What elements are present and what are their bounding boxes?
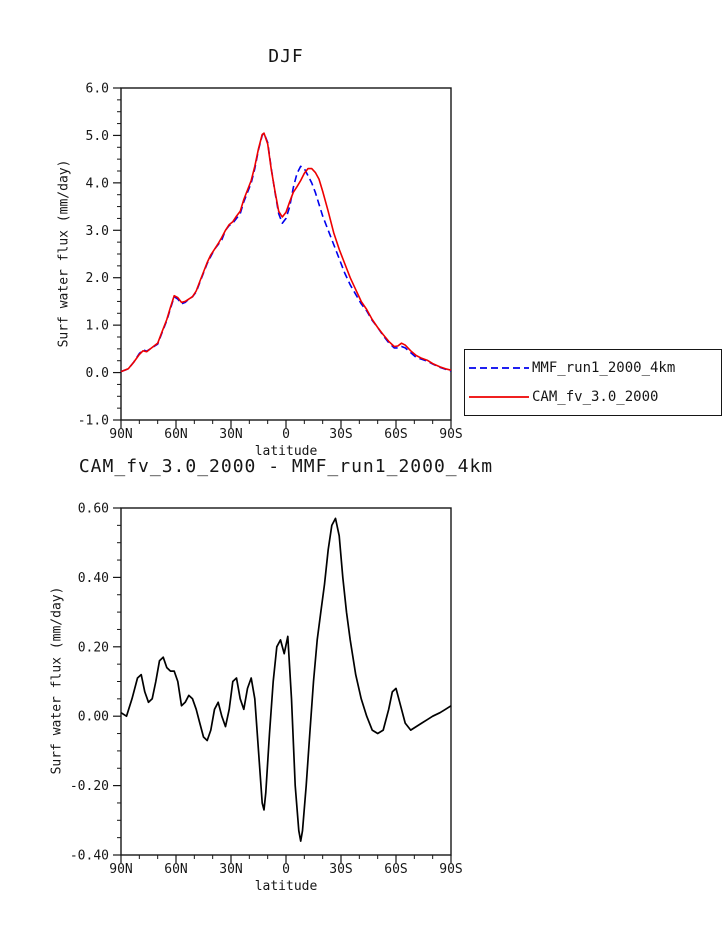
y-tick-label: 0.00 (78, 710, 109, 725)
top-x-axis-label: latitude (254, 444, 318, 459)
legend-entry-cam: CAM_fv_3.0_2000 (465, 389, 721, 405)
y-tick-label: 4.0 (86, 176, 109, 191)
x-tick-label: 90N (109, 427, 132, 442)
y-tick-label: 6.0 (86, 82, 109, 97)
y-tick-label: 0.20 (78, 640, 109, 655)
x-tick-label: 90N (109, 862, 132, 877)
legend-box: MMF_run1_2000_4km CAM_fv_3.0_2000 (464, 349, 722, 416)
x-tick-label: 0 (282, 862, 290, 877)
series-line-mmf-run1-2000-4km (120, 132, 452, 373)
x-tick-label: 60S (384, 862, 407, 877)
top-chart-title: DJF (268, 46, 304, 67)
bottom-chart-title: CAM_fv_3.0_2000 - MMF_run1_2000_4km (78, 456, 494, 477)
legend-label-cam: CAM_fv_3.0_2000 (532, 389, 659, 406)
y-tick-label: -1.0 (78, 414, 109, 429)
chart-area-0: 90N 60N 30N 0 30S 60S 90S -1.0 0.0 1.0 2.0 3.0 4.0 5.… (78, 82, 463, 443)
y-tick-label: 1.0 (86, 319, 109, 334)
series-line-cam-fv-3-0-2000-mmf-run1-2000-4km (120, 517, 452, 842)
y-tick-label: 3.0 (86, 224, 109, 239)
plot-frame (120, 87, 452, 421)
y-tick-label: 5.0 (86, 129, 109, 144)
y-tick-label: 2.0 (86, 271, 109, 286)
dashed-line-swatch (469, 366, 529, 369)
solid-line-swatch (469, 396, 529, 399)
x-tick-label: 30S (329, 862, 352, 877)
y-tick-label: -0.40 (70, 849, 109, 864)
plot-frame (120, 507, 452, 856)
y-tick-label: -0.20 (70, 779, 109, 794)
x-tick-label: 30N (219, 427, 242, 442)
y-tick-label: 0.0 (86, 366, 109, 381)
x-tick-label: 60N (164, 427, 187, 442)
x-tick-label: 60S (384, 427, 407, 442)
x-tick-label: 90S (439, 427, 462, 442)
bottom-x-axis-label: latitude (254, 879, 318, 894)
chart-area-1: 90N 60N 30N 0 30S 60S 90S -0.40 -0.20 0.00 0.20 0.4… (70, 502, 463, 878)
y-tick-label: 0.40 (78, 571, 109, 586)
x-tick-label: 60N (164, 862, 187, 877)
y-tick-label: 0.60 (78, 502, 109, 517)
x-tick-label: 0 (282, 427, 290, 442)
x-tick-label: 30N (219, 862, 242, 877)
x-tick-label: 90S (439, 862, 462, 877)
legend-label-mmf: MMF_run1_2000_4km (532, 359, 676, 376)
x-tick-label: 30S (329, 427, 352, 442)
legend-entry-mmf: MMF_run1_2000_4km (465, 360, 721, 376)
series-line-cam-fv-3-0-2000 (120, 132, 452, 373)
